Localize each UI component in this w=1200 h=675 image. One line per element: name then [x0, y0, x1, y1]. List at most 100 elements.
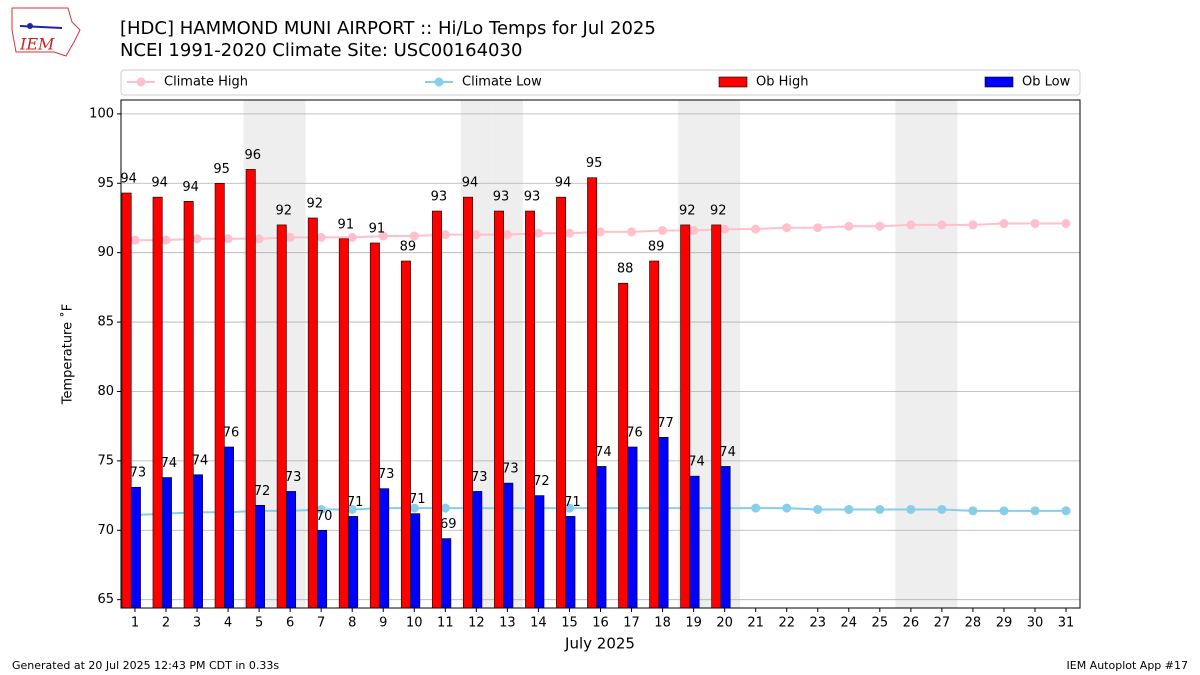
logo: IEM	[11, 7, 81, 57]
bar	[130, 486, 141, 609]
bar	[286, 491, 297, 609]
bar	[649, 260, 660, 609]
data-label: 94	[151, 176, 168, 191]
x-tick-label: 5	[255, 616, 263, 631]
data-label: 92	[710, 203, 727, 218]
line-marker	[627, 227, 637, 237]
line-marker	[1030, 506, 1040, 516]
bar	[556, 196, 567, 609]
data-label: 71	[564, 495, 581, 510]
line-marker	[316, 232, 326, 242]
bar	[410, 513, 421, 609]
line-marker	[409, 503, 419, 513]
data-label: 76	[223, 425, 240, 440]
x-tick-label: 2	[162, 616, 170, 631]
line-marker	[316, 504, 326, 514]
line-marker	[223, 234, 233, 244]
bar	[161, 477, 172, 609]
data-label: 94	[555, 176, 572, 191]
bar	[193, 474, 203, 609]
x-tick-label: 24	[841, 616, 858, 631]
line-marker	[192, 234, 202, 244]
line-marker	[533, 228, 543, 238]
data-label: 73	[130, 466, 147, 481]
bar	[400, 260, 411, 609]
bar	[627, 446, 638, 609]
y-tick-label: 95	[97, 176, 114, 191]
legend-swatch	[718, 76, 748, 88]
line-marker	[440, 503, 450, 513]
x-tick-label: 21	[747, 616, 764, 631]
plot-frame	[120, 99, 1081, 609]
data-label: 74	[688, 455, 705, 470]
data-label: 93	[493, 190, 510, 205]
y-tick-label: 75	[97, 453, 114, 468]
bar	[494, 210, 504, 609]
bar	[431, 210, 442, 609]
line-marker	[968, 220, 978, 230]
bar	[214, 182, 225, 609]
line-marker	[161, 235, 171, 245]
bar	[183, 201, 194, 609]
data-label: 73	[471, 470, 488, 485]
line-marker	[440, 230, 450, 240]
x-tick-label: 29	[996, 616, 1013, 631]
bar	[152, 196, 163, 609]
bar	[369, 242, 380, 609]
x-tick-label: 14	[530, 616, 547, 631]
line-marker	[347, 504, 357, 514]
legend-label: Climate High	[164, 75, 248, 90]
bar	[338, 238, 349, 609]
line-marker	[471, 230, 481, 240]
line-marker	[564, 228, 574, 238]
data-label: 77	[657, 416, 674, 431]
x-tick-label: 28	[965, 616, 982, 631]
data-label: 96	[244, 148, 261, 163]
data-label: 74	[192, 453, 209, 468]
x-tick-label: 9	[379, 616, 387, 631]
line-marker	[689, 225, 699, 235]
y-tick-label: 65	[97, 592, 114, 607]
legend-label: Ob High	[756, 75, 809, 90]
data-label: 72	[533, 474, 550, 489]
x-tick-label: 15	[561, 616, 578, 631]
x-tick-label: 16	[592, 616, 609, 631]
bar	[441, 538, 452, 609]
data-label: 89	[648, 240, 665, 255]
bar	[224, 446, 234, 609]
data-label: 74	[161, 456, 178, 471]
x-tick-label: 7	[317, 616, 325, 631]
data-label: 92	[307, 196, 324, 211]
bar	[565, 516, 576, 609]
x-tick-label: 22	[778, 616, 795, 631]
data-label: 95	[586, 156, 603, 171]
data-label: 94	[182, 180, 199, 195]
bar	[317, 529, 328, 609]
bar	[503, 482, 514, 609]
data-label: 71	[409, 492, 426, 507]
x-tick-label: 25	[872, 616, 889, 631]
x-tick-label: 19	[685, 616, 702, 631]
bar	[121, 192, 132, 609]
footer-right: IEM Autoplot App #17	[1067, 659, 1189, 672]
bar	[472, 491, 483, 609]
y-tick-label: 90	[97, 245, 114, 260]
line-marker	[782, 223, 792, 233]
line-marker	[844, 221, 854, 231]
bar	[596, 466, 607, 609]
x-tick-label: 23	[809, 616, 826, 631]
line-marker	[378, 231, 388, 241]
x-tick-label: 18	[654, 616, 671, 631]
data-label: 92	[275, 203, 292, 218]
x-tick-label: 1	[131, 616, 139, 631]
line-marker	[906, 220, 916, 230]
line-marker	[937, 504, 947, 514]
bar	[245, 169, 256, 609]
bar	[534, 495, 545, 609]
chart-subtitle: NCEI 1991-2020 Climate Site: USC00164030	[120, 40, 522, 61]
x-tick-label: 8	[348, 616, 356, 631]
line-marker	[813, 223, 823, 233]
line-marker	[1061, 219, 1071, 229]
data-label: 73	[378, 467, 395, 482]
x-tick-label: 11	[437, 616, 454, 631]
